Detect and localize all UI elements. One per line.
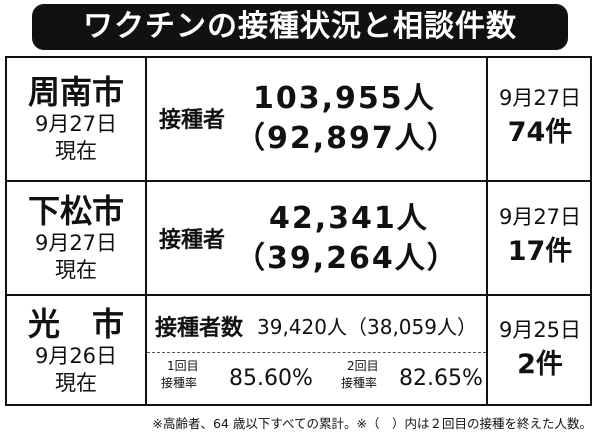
footnote: ※高齢者、64 歳以下すべての累計。※（ ）内は２回目の接種を終えた人数。 xyxy=(152,416,592,431)
column-divider xyxy=(486,58,488,404)
vaccinated-label: 接種者 xyxy=(159,108,226,133)
consult-date: 9月27日 xyxy=(498,85,582,110)
consult-count: 74件 xyxy=(507,116,573,148)
rate-label: 接種率 xyxy=(341,376,378,390)
city: 周南市 xyxy=(27,73,124,111)
city-cell: 光 市 9月26日 現在 xyxy=(7,296,145,406)
vaccinated: 39,420人 xyxy=(257,315,347,339)
rate-value: 82.65% xyxy=(399,366,483,391)
dashed-divider xyxy=(147,352,486,353)
vaccinated-label: 接種者数 xyxy=(155,316,244,341)
consult-cell: 9月25日 2件 xyxy=(488,296,592,406)
as-of: 現在 xyxy=(55,139,97,163)
second-dose: （92,897人） xyxy=(235,121,459,156)
consult-count: 17件 xyxy=(507,235,573,267)
date: 9月27日 xyxy=(34,112,118,136)
city-cell: 周南市 9月27日 現在 xyxy=(7,58,145,180)
vaccinated: 42,341人 xyxy=(269,201,429,236)
date: 9月26日 xyxy=(34,344,118,368)
date: 9月27日 xyxy=(34,231,118,255)
consult-count: 2件 xyxy=(517,348,563,380)
row-divider xyxy=(7,180,590,182)
rate-label: 接種率 xyxy=(161,376,198,390)
rate-dose: 1回目 xyxy=(167,359,199,373)
consult-date: 9月25日 xyxy=(498,317,582,342)
row-divider xyxy=(7,294,590,296)
table: 周南市 9月27日 現在 接種者 103,955人 （92,897人） 9月27… xyxy=(5,56,592,406)
consult-date: 9月27日 xyxy=(498,204,582,229)
rate-value: 85.60% xyxy=(229,366,313,391)
city-cell: 下松市 9月27日 現在 xyxy=(7,182,145,294)
vaccinated-label: 接種者 xyxy=(159,228,226,253)
consult-cell: 9月27日 17件 xyxy=(488,182,592,294)
second-dose: （39,264人） xyxy=(235,241,459,276)
column-divider xyxy=(145,58,147,404)
title: ワクチンの接種状況と相談件数 xyxy=(32,4,568,50)
rate-dose: 2回目 xyxy=(347,359,379,373)
vaccinated: 103,955人 xyxy=(253,81,436,116)
as-of: 現在 xyxy=(55,371,97,395)
consult-cell: 9月27日 74件 xyxy=(488,58,592,180)
city: 光 市 xyxy=(27,305,124,343)
second-dose: （38,059人） xyxy=(347,315,477,339)
city: 下松市 xyxy=(27,192,124,230)
as-of: 現在 xyxy=(55,258,97,282)
